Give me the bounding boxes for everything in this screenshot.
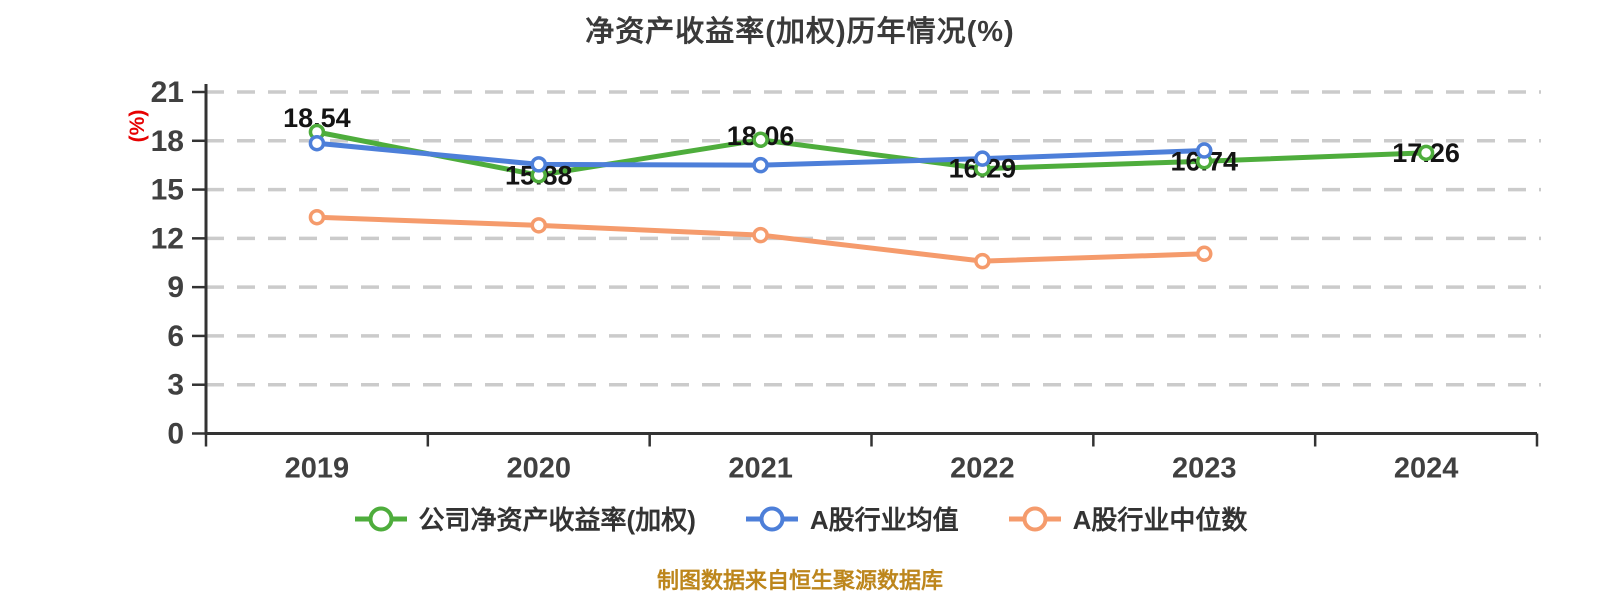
marker-2019-series2[interactable] xyxy=(308,208,326,226)
marker-2023-series2[interactable] xyxy=(1196,245,1213,263)
data-source-note: 制图数据来自恒生聚源数据库 xyxy=(656,568,943,593)
y-axis-tick-label: 0 xyxy=(167,418,184,451)
legend-item-company-roe[interactable]: 公司净资产收益率(加权) xyxy=(353,500,696,537)
x-axis-category-label: 2021 xyxy=(728,453,793,485)
legend-marker-line-circle-icon xyxy=(745,506,798,531)
x-axis-category-label: 2023 xyxy=(1172,453,1237,485)
marker-2024-series0[interactable] xyxy=(1417,144,1435,162)
x-axis-category-label: 2019 xyxy=(285,453,350,485)
y-axis-tick-label: 3 xyxy=(167,369,184,402)
y-axis-tick-label: 15 xyxy=(151,174,184,207)
marker-2023-series1[interactable] xyxy=(1196,142,1213,159)
marker-2020-series2[interactable] xyxy=(530,217,547,234)
marker-2022-series2[interactable] xyxy=(974,252,991,270)
y-axis-unit-label: (%) xyxy=(126,110,149,143)
marker-2019-series1[interactable] xyxy=(308,134,326,152)
x-axis-category-label: 2020 xyxy=(506,453,571,485)
legend-item-industry-mean[interactable]: A股行业均值 xyxy=(744,500,959,537)
y-axis-tick-label: 9 xyxy=(167,271,184,304)
marker-2020-series1[interactable] xyxy=(530,156,547,173)
legend-label: 公司净资产收益率(加权) xyxy=(418,505,696,535)
legend-marker-line-circle-icon xyxy=(354,506,407,531)
marker-2021-series2[interactable] xyxy=(752,226,769,244)
x-axis-category-label: 2022 xyxy=(950,453,1015,485)
legend-label: A股行业中位数 xyxy=(1072,505,1248,535)
chart-legend: 公司净资产收益率(加权) A股行业均值 A股行业中位数 xyxy=(0,500,1600,537)
y-axis-tick-label: 18 xyxy=(151,125,184,158)
legend-marker-line-circle-icon xyxy=(1008,506,1061,531)
legend-item-industry-median[interactable]: A股行业中位数 xyxy=(1007,500,1248,537)
chart-title: 净资产收益率(加权)历年情况(%) xyxy=(585,16,1015,48)
y-axis-tick-label: 12 xyxy=(151,222,184,255)
marker-2021-series0[interactable] xyxy=(752,131,769,149)
legend-label: A股行业均值 xyxy=(809,505,959,535)
marker-2022-series1[interactable] xyxy=(974,150,991,167)
y-axis-tick-label: 6 xyxy=(167,320,184,353)
series-line-0 xyxy=(314,129,1429,178)
marker-2021-series1[interactable] xyxy=(752,156,769,174)
y-axis-tick-label: 21 xyxy=(151,76,184,109)
x-axis-category-label: 2024 xyxy=(1394,453,1459,485)
